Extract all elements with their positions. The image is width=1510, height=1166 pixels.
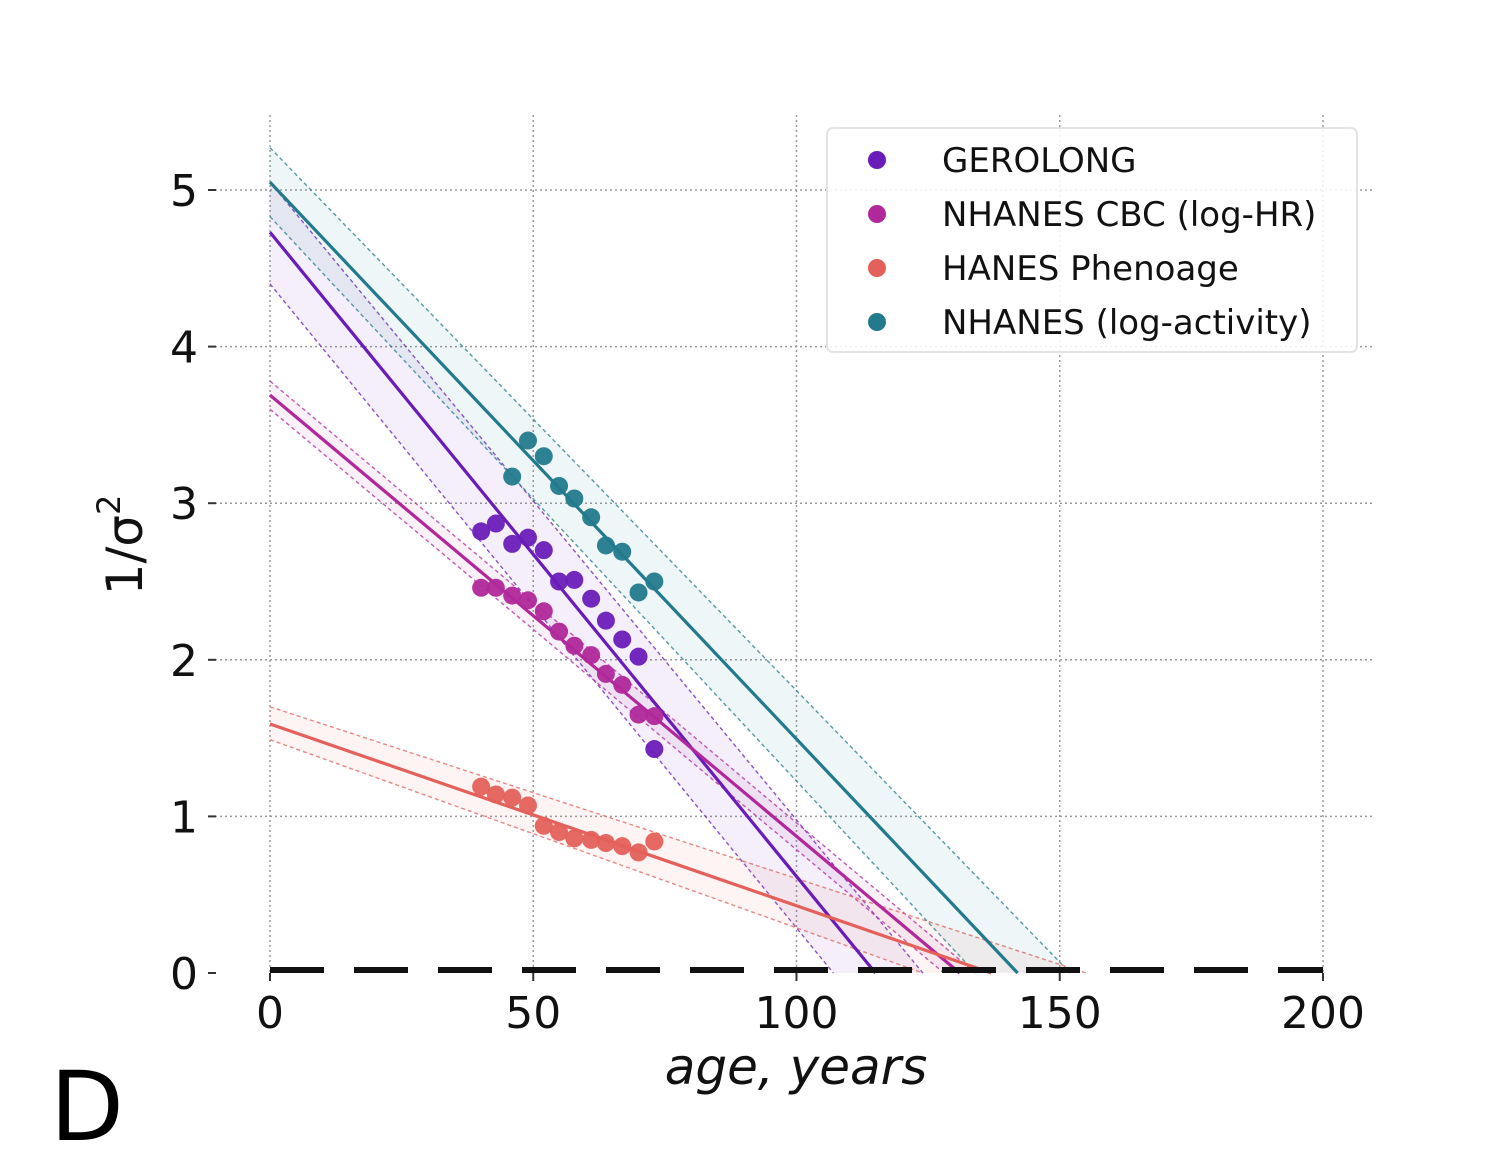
confidence-band-edge bbox=[269, 181, 924, 974]
data-point bbox=[629, 705, 648, 724]
data-point bbox=[645, 740, 664, 759]
x-tick-label: 50 bbox=[505, 988, 561, 1039]
x-axis-label: age, years bbox=[665, 1038, 928, 1096]
y-tick-label: 0 bbox=[170, 949, 198, 1000]
data-point bbox=[613, 542, 632, 561]
data-point bbox=[596, 611, 615, 630]
y-tick-label: 5 bbox=[170, 166, 198, 217]
data-point bbox=[565, 489, 584, 508]
confidence-band-edge bbox=[269, 216, 977, 974]
data-point bbox=[534, 602, 553, 621]
data-point bbox=[582, 830, 601, 849]
y-tick-label: 2 bbox=[170, 636, 198, 687]
fit-line bbox=[268, 231, 877, 975]
x-tick-label: 0 bbox=[256, 988, 284, 1039]
data-point bbox=[565, 636, 584, 655]
data-point bbox=[472, 578, 491, 597]
data-point bbox=[550, 823, 569, 842]
data-point bbox=[518, 591, 537, 610]
legend-label: NHANES (log-activity) bbox=[942, 303, 1312, 343]
y-tick-label: 3 bbox=[170, 479, 198, 530]
data-point bbox=[518, 796, 537, 815]
data-point bbox=[596, 834, 615, 853]
y-axis-label-base: 1/σ bbox=[96, 515, 154, 595]
y-tick-label: 4 bbox=[170, 323, 198, 374]
y-axis-label-superscript: 2 bbox=[90, 495, 128, 515]
y-tick-label: 1 bbox=[170, 792, 198, 843]
data-point bbox=[518, 528, 537, 547]
confidence-band-edge bbox=[269, 739, 924, 974]
data-point bbox=[582, 589, 601, 608]
legend-marker bbox=[868, 205, 886, 223]
data-point bbox=[534, 816, 553, 835]
confidence-band-edge bbox=[269, 283, 834, 974]
data-point bbox=[629, 647, 648, 666]
confidence-band-edge bbox=[269, 147, 1071, 974]
legend-label: HANES Phenoage bbox=[942, 249, 1239, 289]
panel-label: D bbox=[50, 1051, 124, 1163]
data-point bbox=[534, 447, 553, 466]
data-point bbox=[503, 586, 522, 605]
data-point bbox=[645, 832, 664, 851]
data-point bbox=[503, 467, 522, 486]
data-point bbox=[613, 675, 632, 694]
data-point bbox=[486, 578, 505, 597]
legend-marker bbox=[868, 259, 886, 277]
y-axis-label: 1/σ2 bbox=[90, 495, 154, 596]
legend-label: GEROLONG bbox=[942, 141, 1137, 181]
x-tick-label: 200 bbox=[1281, 988, 1365, 1039]
data-point bbox=[486, 514, 505, 533]
x-tick-label: 100 bbox=[755, 988, 839, 1039]
data-point bbox=[472, 777, 491, 796]
legend-marker bbox=[868, 313, 886, 331]
data-point bbox=[550, 622, 569, 641]
data-point bbox=[503, 788, 522, 807]
x-axis-ticks: 0 50 100 150 200 bbox=[256, 973, 1365, 1039]
data-point bbox=[596, 536, 615, 555]
data-point bbox=[534, 541, 553, 560]
data-point bbox=[596, 664, 615, 683]
data-point bbox=[518, 431, 537, 450]
data-point bbox=[582, 508, 601, 527]
data-point bbox=[486, 785, 505, 804]
data-points bbox=[472, 431, 664, 862]
data-point bbox=[613, 837, 632, 856]
x-tick-label: 150 bbox=[1018, 988, 1102, 1039]
data-point bbox=[472, 522, 491, 541]
data-point bbox=[565, 570, 584, 589]
legend-label: NHANES CBC (log-HR) bbox=[942, 195, 1316, 235]
data-point bbox=[550, 572, 569, 591]
data-point bbox=[613, 630, 632, 649]
legend-frame bbox=[826, 127, 1358, 353]
y-axis-ticks: 0 1 2 3 4 5 bbox=[170, 166, 216, 1000]
data-point bbox=[550, 476, 569, 495]
confidence-band-edge bbox=[269, 706, 1087, 974]
fit-line bbox=[268, 181, 1019, 975]
legend: GEROLONG NHANES CBC (log-HR) HANES Phenoag… bbox=[826, 127, 1358, 353]
data-point bbox=[645, 707, 664, 726]
data-point bbox=[582, 646, 601, 665]
data-point bbox=[629, 583, 648, 602]
data-point bbox=[503, 534, 522, 553]
data-point bbox=[565, 829, 584, 848]
data-point bbox=[629, 843, 648, 862]
legend-marker bbox=[868, 151, 886, 169]
data-point bbox=[645, 572, 664, 591]
